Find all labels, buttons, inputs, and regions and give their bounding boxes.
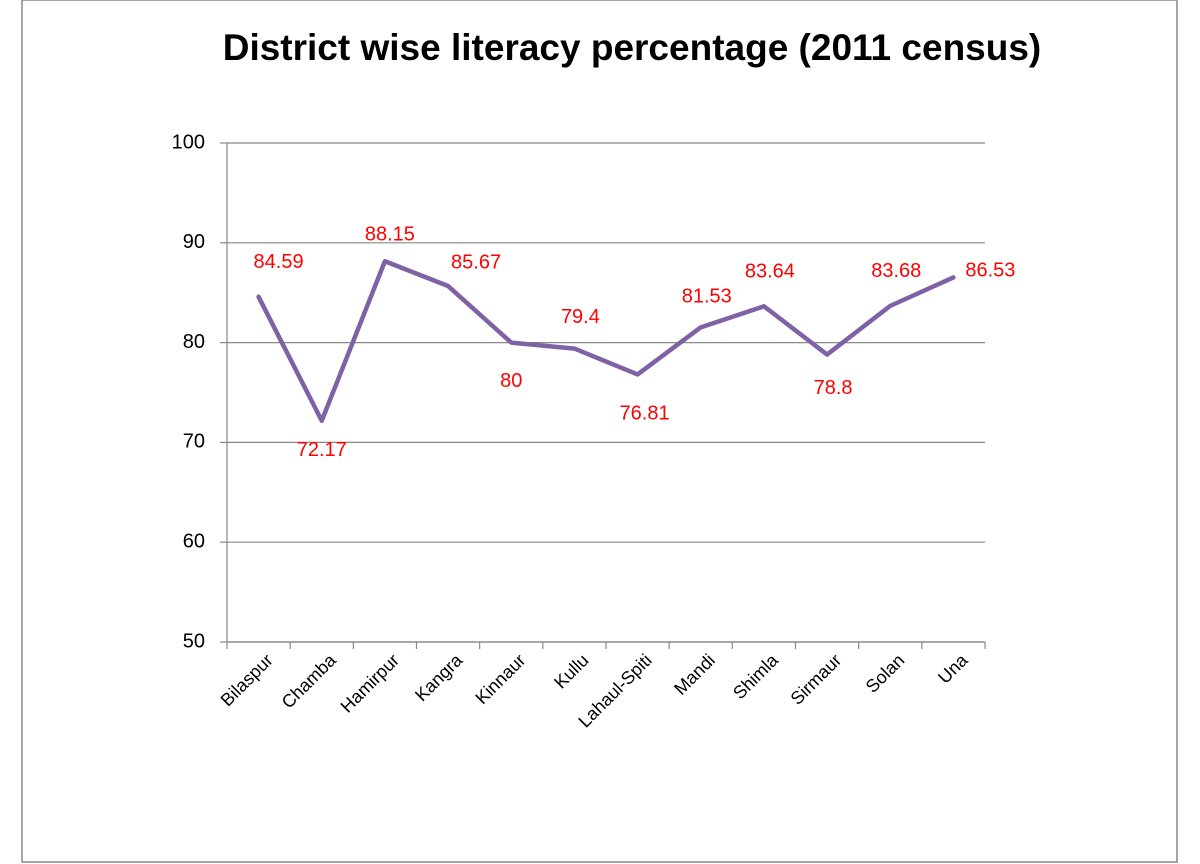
- data-label: 83.68: [871, 260, 921, 282]
- y-tick-label: 60: [183, 530, 205, 552]
- data-label: 80: [500, 370, 522, 392]
- chart-frame: [21, 0, 1178, 863]
- data-label: 85.67: [451, 251, 501, 273]
- y-tick-label: 70: [183, 431, 205, 453]
- data-label: 78.8: [814, 377, 853, 399]
- data-label: 79.4: [561, 306, 600, 328]
- data-label: 83.64: [745, 261, 795, 283]
- data-label: 76.81: [620, 403, 670, 425]
- y-tick-label: 80: [183, 331, 205, 353]
- data-label: 72.17: [297, 439, 347, 461]
- data-label: 84.59: [254, 251, 304, 273]
- y-tick-label: 50: [183, 630, 205, 652]
- data-label: 88.15: [365, 224, 415, 246]
- data-label: 81.53: [682, 286, 732, 308]
- y-tick-label: 90: [183, 231, 205, 253]
- data-label: 86.53: [965, 260, 1015, 282]
- y-tick-label: 100: [172, 131, 205, 153]
- line-series: [256, 259, 956, 423]
- chart-title: District wise literacy percentage (2011 …: [223, 27, 1042, 68]
